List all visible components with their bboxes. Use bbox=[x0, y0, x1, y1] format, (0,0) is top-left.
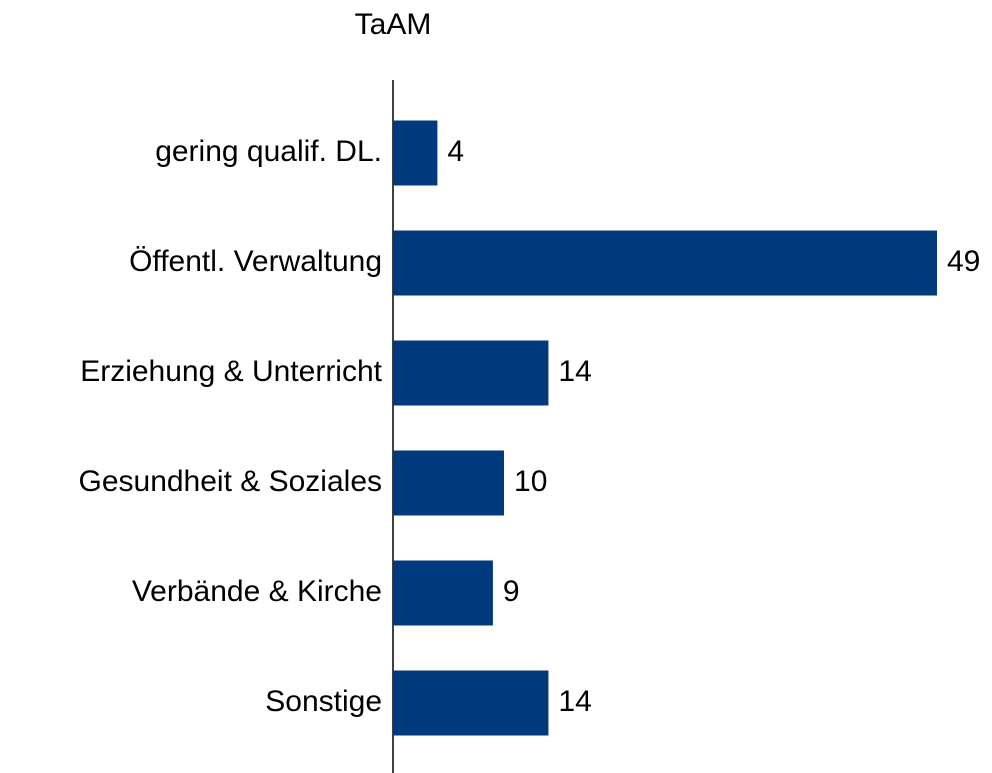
bar bbox=[393, 120, 438, 186]
value-label: 4 bbox=[447, 135, 464, 168]
chart-title: TaAM bbox=[355, 8, 432, 41]
bar bbox=[393, 670, 549, 736]
value-label: 14 bbox=[558, 685, 591, 718]
bar bbox=[393, 230, 937, 296]
bar bbox=[393, 450, 505, 516]
category-label: Öffentl. Verwaltung bbox=[129, 245, 382, 278]
category-label: Sonstige bbox=[265, 685, 382, 718]
value-label: 49 bbox=[947, 245, 980, 278]
value-label: 10 bbox=[514, 465, 547, 498]
value-label: 9 bbox=[503, 575, 520, 608]
category-label: Verbände & Kirche bbox=[132, 575, 382, 608]
value-label: 14 bbox=[558, 355, 591, 388]
category-label: Gesundheit & Soziales bbox=[78, 465, 382, 498]
bar bbox=[393, 340, 549, 406]
category-label: gering qualif. DL. bbox=[155, 135, 382, 168]
bar bbox=[393, 560, 493, 626]
category-label: Erziehung & Unterricht bbox=[80, 355, 382, 388]
